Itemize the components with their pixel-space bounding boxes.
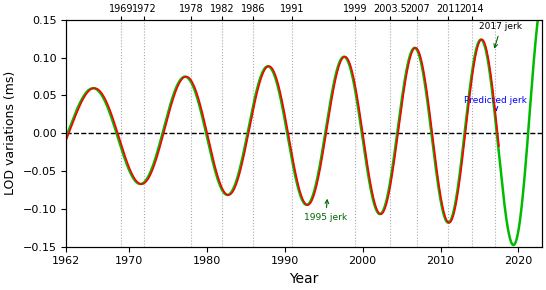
X-axis label: Year: Year [289,272,319,286]
Text: 2017 jerk: 2017 jerk [479,22,523,48]
Text: 1995 jerk: 1995 jerk [304,200,347,222]
Y-axis label: LOD variations (ms): LOD variations (ms) [4,71,17,195]
Text: Predicted jerk: Predicted jerk [464,96,527,111]
